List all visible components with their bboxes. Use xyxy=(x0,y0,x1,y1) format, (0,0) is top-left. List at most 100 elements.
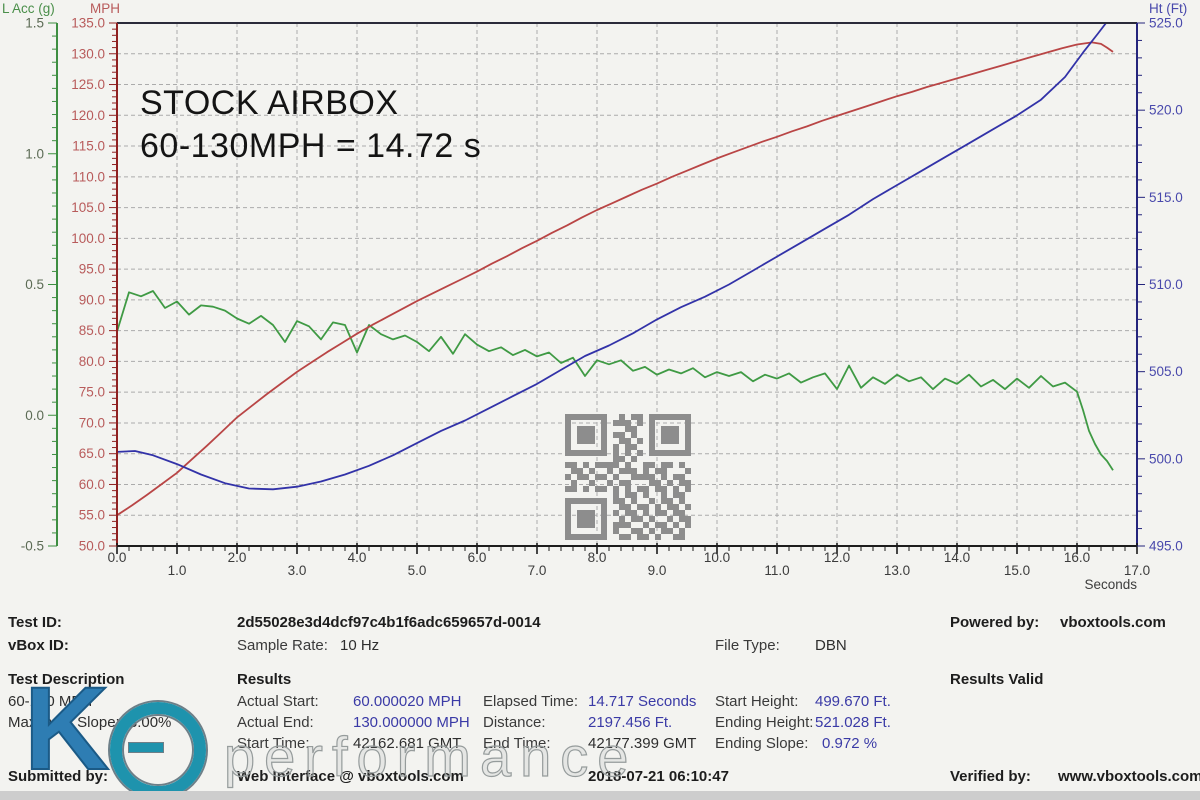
qr-module xyxy=(685,522,691,528)
qr-module xyxy=(583,462,589,468)
qr-module xyxy=(619,522,625,528)
qr-module xyxy=(583,438,589,444)
qr-module xyxy=(565,510,571,516)
svg-text:1.5: 1.5 xyxy=(25,16,44,31)
start-height-label: Start Height: xyxy=(715,693,799,710)
qr-module xyxy=(601,414,607,420)
actual-end-value: 130.000000 MPH xyxy=(353,714,470,731)
qr-module xyxy=(577,432,583,438)
svg-text:90.0: 90.0 xyxy=(79,292,105,307)
qr-module xyxy=(631,498,637,504)
chart-canvas: 0.0 1.0 2.0 3.0 4.0 5.0 6.0 7.0 8.0 9.0 10.0 11.0 12… xyxy=(2,1,1187,592)
ending-height-label: Ending Height: xyxy=(715,714,814,731)
end-time-label: End Time: xyxy=(483,735,551,752)
qr-module xyxy=(619,534,625,540)
qr-module xyxy=(637,438,643,444)
qr-module xyxy=(565,528,571,534)
qr-module xyxy=(595,498,601,504)
qr-module xyxy=(619,456,625,462)
svg-text:95.0: 95.0 xyxy=(79,262,105,277)
svg-text:505.0: 505.0 xyxy=(1149,364,1183,379)
qr-module xyxy=(613,462,619,468)
qr-module xyxy=(565,426,571,432)
svg-text:8.0: 8.0 xyxy=(588,550,607,565)
qr-module xyxy=(577,426,583,432)
qr-module xyxy=(595,414,601,420)
qr-module xyxy=(565,504,571,510)
qr-module xyxy=(601,528,607,534)
qr-module xyxy=(625,438,631,444)
qr-module xyxy=(631,426,637,432)
qr-module xyxy=(679,498,685,504)
report-datetime: 2018-07-21 06:10:47 xyxy=(588,768,729,785)
qr-module xyxy=(571,468,577,474)
qr-module xyxy=(679,450,685,456)
file-type-label: File Type: xyxy=(715,637,780,654)
submitted-by-value: Web Interface @ vboxtools.com xyxy=(237,768,464,785)
qr-module xyxy=(625,426,631,432)
svg-text:130.0: 130.0 xyxy=(71,46,105,61)
svg-text:55.0: 55.0 xyxy=(79,508,105,523)
qr-module xyxy=(601,534,607,540)
svg-text:L Acc (g): L Acc (g) xyxy=(2,1,55,16)
svg-text:17.0: 17.0 xyxy=(1124,563,1150,578)
qr-module xyxy=(613,432,619,438)
svg-text:75.0: 75.0 xyxy=(79,385,105,400)
qr-module xyxy=(595,450,601,456)
qr-module xyxy=(673,474,679,480)
sample-rate-value: 10 Hz xyxy=(340,637,380,654)
elapsed-time-value: 14.717 Seconds xyxy=(588,693,697,710)
qr-module xyxy=(655,504,661,510)
qr-module xyxy=(655,414,661,420)
qr-module xyxy=(613,528,619,534)
qr-module xyxy=(631,456,637,462)
qr-module xyxy=(679,480,685,486)
qr-module xyxy=(625,420,631,426)
qr-module xyxy=(685,432,691,438)
qr-module xyxy=(625,450,631,456)
qr-module xyxy=(655,534,661,540)
qr-module xyxy=(649,528,655,534)
qr-module xyxy=(631,528,637,534)
qr-module xyxy=(589,468,595,474)
qr-module xyxy=(661,492,667,498)
qr-module xyxy=(673,432,679,438)
qr-module xyxy=(685,486,691,492)
svg-text:0.0: 0.0 xyxy=(25,408,44,423)
qr-module xyxy=(619,504,625,510)
qr-module xyxy=(667,450,673,456)
qr-module xyxy=(619,420,625,426)
qr-module xyxy=(667,480,673,486)
qr-module xyxy=(661,498,667,504)
qr-module xyxy=(643,510,649,516)
qr-module xyxy=(643,522,649,528)
qr-module xyxy=(601,510,607,516)
qr-module xyxy=(631,510,637,516)
svg-text:10.0: 10.0 xyxy=(704,550,730,565)
qr-module xyxy=(583,474,589,480)
qr-module xyxy=(613,456,619,462)
test-id-label: Test ID: xyxy=(8,614,62,631)
ending-slope-value: 0.972 % xyxy=(822,735,878,752)
qr-module xyxy=(577,498,583,504)
svg-text:4.0: 4.0 xyxy=(348,550,367,565)
svg-text:50.0: 50.0 xyxy=(79,539,105,554)
qr-module xyxy=(589,534,595,540)
qr-module xyxy=(631,492,637,498)
qr-module xyxy=(583,426,589,432)
qr-module xyxy=(625,534,631,540)
qr-module xyxy=(619,438,625,444)
qr-module xyxy=(565,498,571,504)
qr-module xyxy=(661,522,667,528)
qr-module xyxy=(565,420,571,426)
svg-text:500.0: 500.0 xyxy=(1149,451,1183,466)
qr-module xyxy=(649,516,655,522)
qr-module xyxy=(655,522,661,528)
qr-module xyxy=(637,420,643,426)
qr-module xyxy=(679,528,685,534)
test-description-header: Test Description xyxy=(8,671,125,688)
qr-module xyxy=(565,450,571,456)
qr-module xyxy=(661,510,667,516)
qr-module xyxy=(655,450,661,456)
qr-module xyxy=(601,498,607,504)
